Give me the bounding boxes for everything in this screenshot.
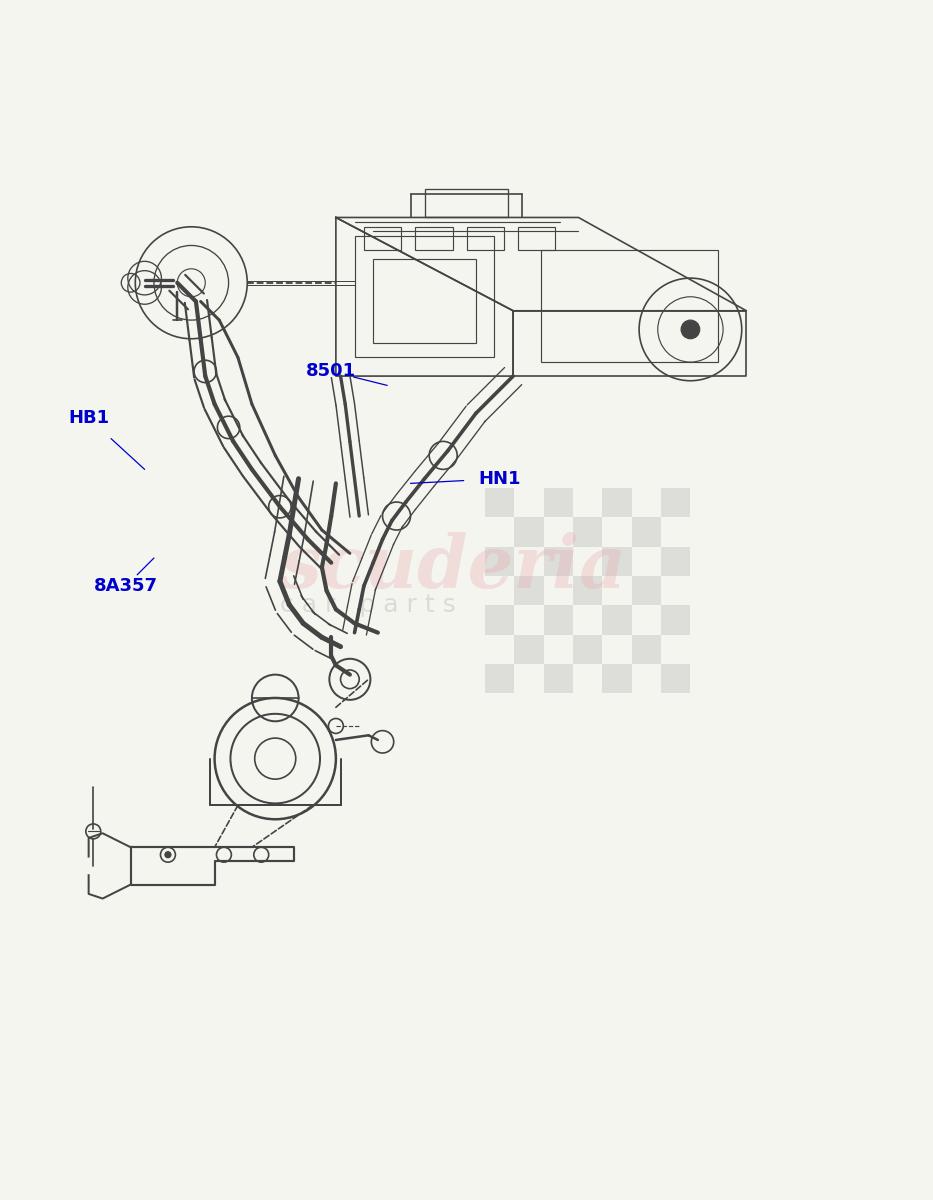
Bar <box>603 605 632 635</box>
Circle shape <box>681 320 700 338</box>
Bar <box>466 227 504 250</box>
Bar <box>485 605 514 635</box>
Bar <box>485 664 514 694</box>
Bar <box>603 488 632 517</box>
Bar <box>514 635 544 664</box>
Bar <box>573 576 603 605</box>
Bar <box>661 547 690 576</box>
Bar <box>544 547 573 576</box>
Text: c a r   p a r t s: c a r p a r t s <box>280 593 455 617</box>
Bar <box>573 517 603 547</box>
Bar <box>632 635 661 664</box>
Bar <box>415 227 453 250</box>
Bar <box>661 488 690 517</box>
Bar <box>573 635 603 664</box>
Bar <box>518 227 555 250</box>
Bar <box>544 664 573 694</box>
Bar <box>541 250 718 362</box>
Bar <box>632 517 661 547</box>
Bar <box>544 488 573 517</box>
Text: scuderia: scuderia <box>280 532 626 602</box>
Bar <box>544 605 573 635</box>
Bar <box>661 664 690 694</box>
Circle shape <box>165 852 171 858</box>
Bar <box>632 576 661 605</box>
Bar <box>603 547 632 576</box>
Bar <box>485 488 514 517</box>
Bar <box>603 664 632 694</box>
Text: 8501: 8501 <box>306 362 356 380</box>
Text: HB1: HB1 <box>68 409 109 427</box>
Bar <box>661 605 690 635</box>
Bar <box>355 236 494 358</box>
Bar <box>514 576 544 605</box>
Bar <box>485 547 514 576</box>
Bar <box>373 259 476 343</box>
Bar <box>425 190 508 217</box>
Bar <box>514 517 544 547</box>
Text: HN1: HN1 <box>478 469 521 487</box>
Bar <box>364 227 401 250</box>
Text: 8A357: 8A357 <box>94 577 158 595</box>
